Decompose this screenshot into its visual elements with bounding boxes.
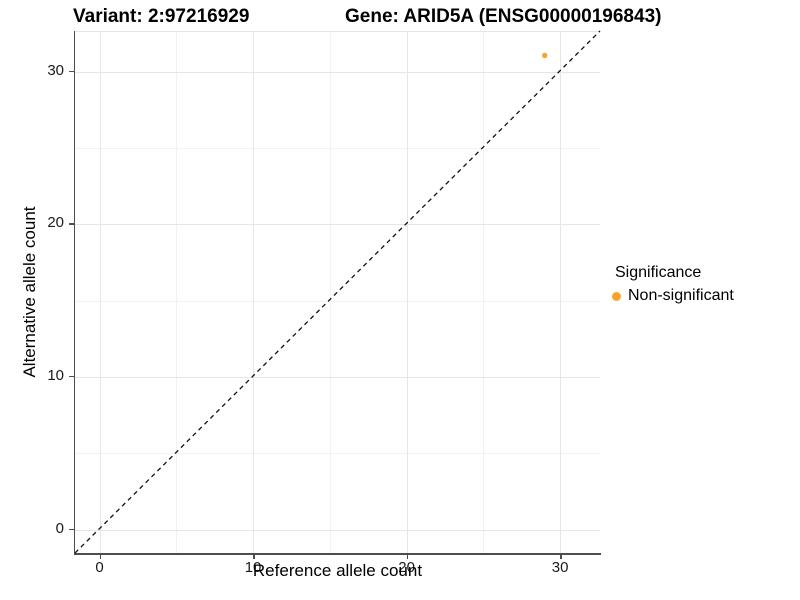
x-tick-mark [253,554,255,559]
y-tick-mark [69,70,74,73]
x-minor-gridline [483,32,485,554]
y-axis-line [73,31,75,555]
y-tick-mark [69,375,74,378]
legend-item-label: Non-significant [628,287,734,304]
x-tick-label: 20 [398,559,415,576]
y-minor-gridline [75,300,600,302]
y-tick-label: 30 [47,61,64,79]
x-tick-label: 0 [95,559,104,576]
x-major-gridline [406,32,408,554]
y-tick-label: 0 [55,519,64,537]
legend-item-non-significant: Non-significant [612,287,797,305]
plot-panel [75,31,600,554]
y-minor-gridline [75,453,600,455]
y-tick-mark [69,223,74,225]
legend-title: Significance [615,264,702,281]
x-minor-gridline [329,32,331,554]
x-axis-line [73,553,601,555]
x-tick-label: 30 [551,559,569,576]
y-major-gridline [75,376,600,378]
x-major-gridline [253,32,255,554]
x-major-gridline [560,32,562,554]
legend: Significance Non-significant [612,263,797,305]
y-major-gridline [75,529,600,531]
x-tick-mark [560,554,562,559]
y-minor-gridline [75,148,600,149]
x-minor-gridline [176,32,178,554]
y-tick-label: 20 [47,214,64,232]
legend-point-icon [612,291,621,301]
y-tick-mark [69,528,74,531]
plot-title-variant: Variant: 2:97216929 [73,6,250,27]
x-tick-mark [99,554,102,559]
y-major-gridline [75,224,600,226]
x-tick-label: 10 [244,559,262,576]
y-tick-label: 10 [47,366,64,384]
x-axis-label: Reference allele count [252,561,423,580]
y-major-gridline [75,71,600,73]
y-axis-label: Alternative allele count [20,206,39,378]
plot-title-gene: Gene: ARID5A (ENSG00000196843) [345,6,662,27]
x-tick-mark [406,554,409,559]
x-major-gridline [99,32,101,554]
